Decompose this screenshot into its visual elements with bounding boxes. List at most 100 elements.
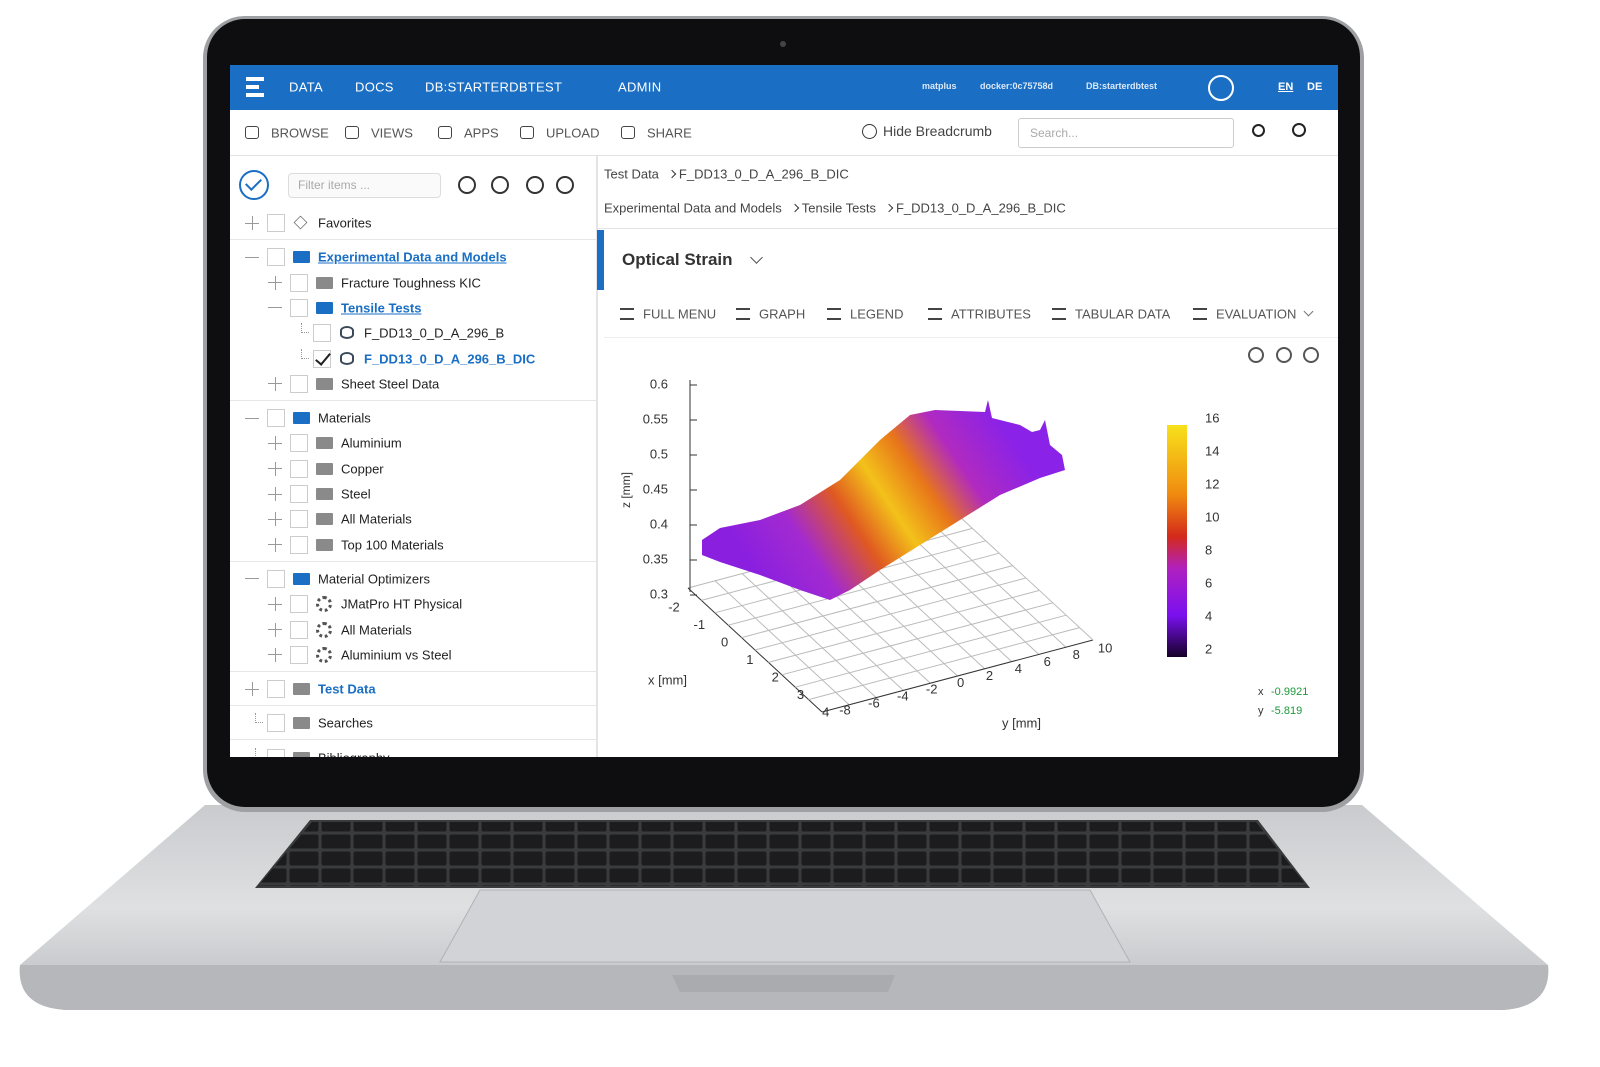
- tab-dropdown: [1303, 306, 1314, 317]
- tree-checkbox[interactable]: [290, 595, 308, 614]
- breadcrumb[interactable]: Experimental Data and Models: [604, 200, 782, 216]
- nav-item[interactable]: DB:STARTERDBTEST: [425, 79, 563, 95]
- tree-separator: [230, 399, 596, 401]
- tree-checkbox[interactable]: [290, 374, 308, 393]
- folder-icon: [316, 437, 333, 450]
- tree-checkbox[interactable]: [290, 510, 308, 529]
- tree-label[interactable]: All Materials: [341, 622, 412, 637]
- user-icon[interactable]: [1208, 75, 1234, 101]
- breadcrumb[interactable]: Test Data: [604, 166, 659, 182]
- tab[interactable]: FULL MENU: [643, 306, 717, 322]
- tree-toggle[interactable]: [245, 417, 259, 419]
- toolbar-icon: [438, 126, 452, 139]
- tree-label[interactable]: Sheet Steel Data: [341, 376, 440, 392]
- tree-connector: [301, 348, 309, 359]
- tree-label[interactable]: Experimental Data and Models: [318, 249, 507, 265]
- breadcrumb-sep: [667, 169, 677, 179]
- tree-label[interactable]: Searches: [318, 715, 373, 731]
- tree-checkbox[interactable]: [290, 459, 308, 478]
- folder-icon: [316, 462, 333, 475]
- plot-tool[interactable]: [1248, 347, 1264, 363]
- toolbar-icon: [621, 126, 635, 139]
- tree-checkbox[interactable]: [267, 214, 285, 232]
- tab[interactable]: LEGEND: [850, 306, 904, 322]
- plot-tool[interactable]: [1276, 347, 1292, 363]
- tree-label[interactable]: Aluminium vs Steel: [341, 647, 452, 663]
- toolbar-item[interactable]: SHARE: [647, 125, 692, 141]
- tree-toggle: [274, 647, 276, 662]
- tree-checkbox[interactable]: [290, 535, 308, 554]
- tree-checkbox[interactable]: [313, 324, 331, 343]
- tree-checkbox[interactable]: [290, 620, 308, 639]
- nav-item[interactable]: DOCS: [355, 79, 394, 95]
- toolbar-icon: [345, 126, 359, 139]
- tree-checkbox[interactable]: [290, 273, 308, 292]
- lang[interactable]: DE: [1307, 81, 1323, 93]
- tree-checkbox[interactable]: [267, 409, 285, 428]
- toolbar-item[interactable]: BROWSE: [271, 125, 329, 141]
- search-box[interactable]: [1018, 118, 1234, 148]
- search-icon[interactable]: [1252, 124, 1265, 137]
- tree-checkbox[interactable]: [267, 248, 285, 267]
- breadcrumb-sep: [884, 203, 894, 213]
- tree-label[interactable]: Steel: [341, 486, 371, 502]
- tab[interactable]: ATTRIBUTES: [951, 306, 1031, 322]
- tree-label[interactable]: F_DD13_0_D_A_296_B: [364, 325, 505, 341]
- breadcrumb[interactable]: F_DD13_0_D_A_296_B_DIC: [678, 166, 849, 182]
- breadcrumb[interactable]: F_DD13_0_D_A_296_B_DIC: [895, 200, 1066, 216]
- nav-item[interactable]: ADMIN: [618, 79, 662, 95]
- sidebar-tool[interactable]: [556, 176, 574, 194]
- tree-label[interactable]: Bibliography: [318, 750, 390, 757]
- toolbar-item[interactable]: VIEWS: [371, 125, 413, 141]
- sidebar-tool[interactable]: [458, 176, 476, 194]
- tree-checkbox[interactable]: [267, 714, 285, 733]
- hide-breadcrumb[interactable]: Hide Breadcrumb: [883, 123, 992, 139]
- tab[interactable]: GRAPH: [759, 306, 806, 322]
- folder-icon: [293, 572, 310, 585]
- folder-icon: [293, 412, 310, 425]
- tree-checkbox[interactable]: [267, 569, 285, 588]
- toolbar: [230, 110, 1338, 156]
- tree-checkbox[interactable]: [290, 645, 308, 664]
- tree-checkbox[interactable]: [267, 680, 285, 699]
- tree-label[interactable]: Tensile Tests: [341, 300, 422, 316]
- tree-label[interactable]: Top 100 Materials: [341, 537, 444, 553]
- lang[interactable]: EN: [1278, 81, 1294, 93]
- sidebar-tool[interactable]: [491, 176, 509, 194]
- tree-label[interactable]: F_DD13_0_D_A_296_B_DIC: [364, 351, 536, 366]
- tree-toggle: [274, 461, 276, 476]
- plot-tool[interactable]: [1303, 347, 1319, 363]
- tree-toggle[interactable]: [268, 307, 282, 309]
- keyboard-keys: [258, 822, 1307, 886]
- tree-label[interactable]: Materials: [318, 410, 371, 426]
- filter-box[interactable]: [288, 173, 441, 198]
- select-all[interactable]: [239, 170, 269, 200]
- add-user-icon[interactable]: [1292, 123, 1306, 137]
- tab[interactable]: EVALUATION: [1216, 306, 1297, 322]
- tree-label[interactable]: Material Optimizers: [318, 571, 430, 587]
- tree-checkbox[interactable]: [290, 434, 308, 453]
- logo: [246, 85, 259, 89]
- nav-item[interactable]: DATA: [289, 79, 323, 95]
- tree-checkbox[interactable]: [267, 748, 285, 757]
- tree-label[interactable]: Favorites: [318, 215, 372, 231]
- tree-label[interactable]: Copper: [341, 461, 384, 477]
- tree-toggle: [274, 537, 276, 552]
- tree-label[interactable]: All Materials: [341, 511, 412, 527]
- toolbar-item[interactable]: UPLOAD: [546, 125, 600, 141]
- breadcrumb[interactable]: Tensile Tests: [801, 200, 876, 216]
- tab[interactable]: TABULAR DATA: [1075, 306, 1171, 322]
- tree-checkbox[interactable]: [313, 349, 331, 368]
- tree-checkbox[interactable]: [290, 298, 308, 317]
- toolbar-item[interactable]: APPS: [464, 125, 499, 141]
- sidebar-tool[interactable]: [526, 176, 544, 194]
- tree-label[interactable]: JMatPro HT Physical: [341, 596, 463, 612]
- tree-toggle[interactable]: [245, 578, 259, 580]
- tree-checkbox[interactable]: [290, 485, 308, 503]
- tree-label[interactable]: Fracture Toughness KIC: [341, 275, 481, 291]
- dataset-icon: [340, 326, 354, 340]
- tree-label[interactable]: Aluminium: [341, 435, 402, 451]
- tree-toggle[interactable]: [245, 256, 259, 258]
- tree-label[interactable]: Test Data: [318, 681, 376, 697]
- tab-icon: [1193, 308, 1207, 320]
